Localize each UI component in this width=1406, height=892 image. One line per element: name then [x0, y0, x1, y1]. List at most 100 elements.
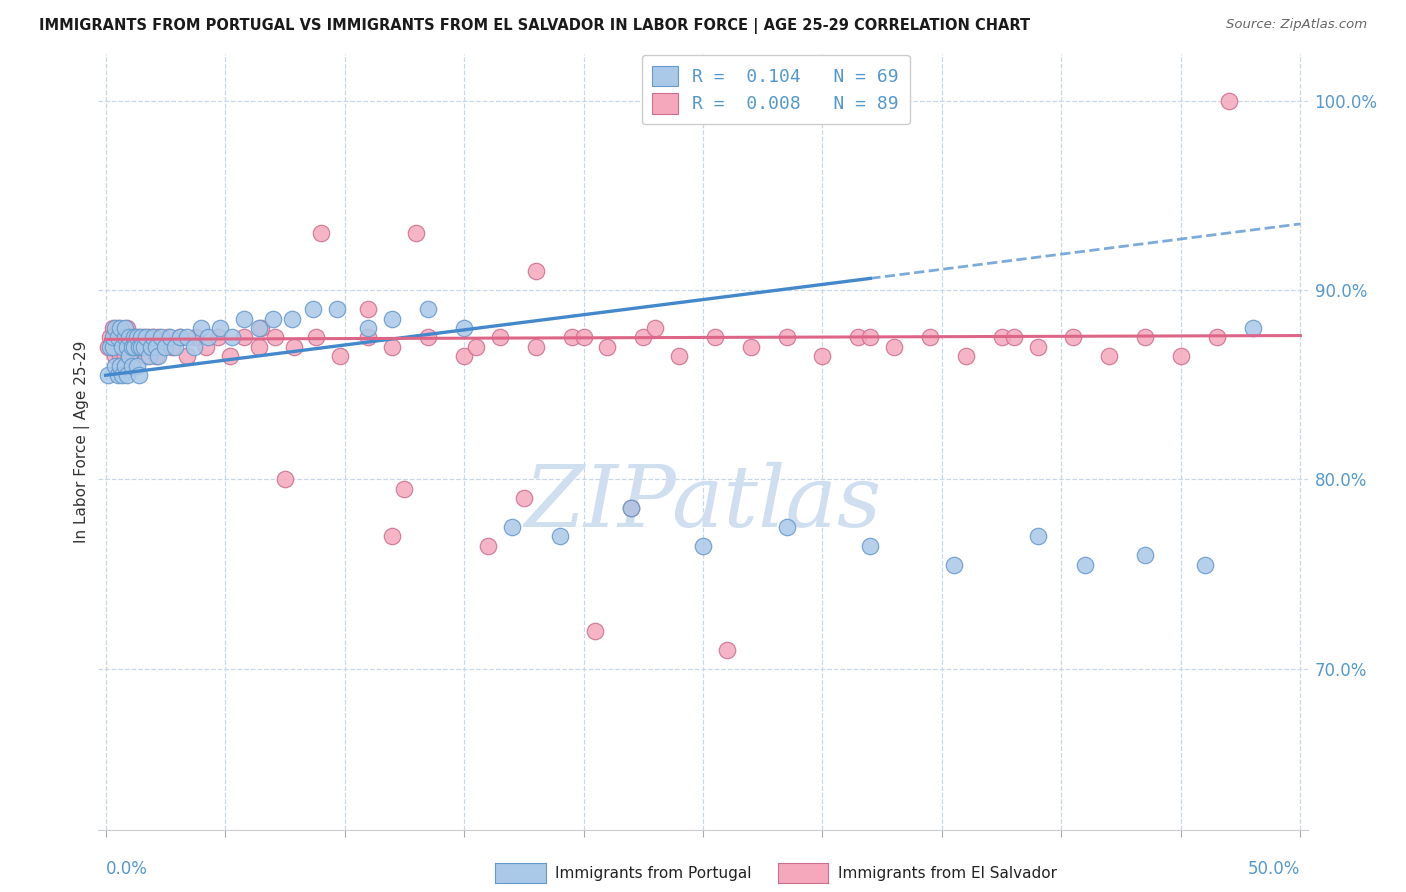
- Point: [620, 500, 643, 515]
- Point: [132, 330, 155, 344]
- Text: 0.0%: 0.0%: [105, 860, 148, 878]
- Point: [524, 340, 547, 354]
- Point: [1026, 340, 1049, 354]
- Point: [131, 340, 153, 354]
- Point: [209, 321, 232, 335]
- Point: [221, 330, 243, 344]
- Point: [309, 227, 332, 241]
- Point: [1026, 529, 1049, 543]
- Point: [668, 350, 690, 364]
- Point: [453, 321, 475, 335]
- Point: [101, 340, 124, 354]
- Point: [585, 624, 607, 638]
- Point: [513, 491, 536, 506]
- Point: [118, 350, 141, 364]
- Point: [128, 330, 150, 344]
- Point: [132, 340, 155, 354]
- Point: [418, 330, 440, 344]
- Point: [233, 330, 256, 344]
- Point: [111, 340, 134, 354]
- Point: [703, 330, 725, 344]
- Point: [381, 311, 404, 326]
- Point: [121, 340, 143, 354]
- Point: [107, 368, 129, 383]
- Point: [859, 330, 882, 344]
- Point: [194, 340, 217, 354]
- Point: [122, 330, 145, 344]
- Point: [381, 340, 404, 354]
- Point: [207, 330, 229, 344]
- Point: [775, 330, 797, 344]
- Point: [197, 330, 219, 344]
- Point: [918, 330, 941, 344]
- Point: [146, 350, 169, 364]
- Point: [716, 642, 738, 657]
- Point: [501, 519, 523, 533]
- Point: [186, 330, 208, 344]
- Point: [97, 340, 120, 354]
- Point: [159, 330, 181, 344]
- Point: [859, 539, 882, 553]
- Point: [305, 330, 328, 344]
- Point: [357, 321, 380, 335]
- Point: [883, 340, 905, 354]
- Point: [108, 350, 131, 364]
- Point: [138, 330, 160, 344]
- Point: [115, 340, 138, 354]
- Point: [118, 350, 141, 364]
- Point: [108, 321, 131, 335]
- Point: [163, 340, 186, 354]
- Point: [620, 500, 643, 515]
- Text: Source: ZipAtlas.com: Source: ZipAtlas.com: [1226, 18, 1367, 31]
- Point: [139, 340, 162, 354]
- Point: [247, 321, 270, 335]
- Point: [302, 301, 325, 316]
- Point: [218, 350, 240, 364]
- Point: [274, 472, 297, 486]
- Point: [122, 340, 145, 354]
- Point: [477, 539, 499, 553]
- Point: [405, 227, 427, 241]
- Point: [176, 350, 198, 364]
- Point: [329, 350, 352, 364]
- Point: [1002, 330, 1025, 344]
- Point: [381, 529, 404, 543]
- Point: [155, 340, 177, 354]
- Point: [107, 340, 129, 354]
- Point: [101, 321, 124, 335]
- Point: [233, 311, 256, 326]
- Point: [775, 519, 797, 533]
- Point: [548, 529, 571, 543]
- Point: [250, 321, 273, 335]
- Point: [98, 340, 121, 354]
- Point: [146, 330, 169, 344]
- Point: [104, 359, 127, 373]
- Point: [1205, 330, 1227, 344]
- Text: 50.0%: 50.0%: [1249, 860, 1301, 878]
- Point: [1098, 350, 1121, 364]
- Point: [135, 350, 157, 364]
- Point: [108, 359, 131, 373]
- Point: [128, 340, 150, 354]
- Point: [108, 330, 131, 344]
- Point: [1170, 350, 1192, 364]
- Text: IMMIGRANTS FROM PORTUGAL VS IMMIGRANTS FROM EL SALVADOR IN LABOR FORCE | AGE 25-: IMMIGRANTS FROM PORTUGAL VS IMMIGRANTS F…: [39, 18, 1031, 34]
- Point: [990, 330, 1012, 344]
- Point: [131, 340, 153, 354]
- Point: [145, 350, 167, 364]
- Point: [846, 330, 869, 344]
- Point: [104, 321, 127, 335]
- Point: [283, 340, 305, 354]
- Point: [135, 330, 157, 344]
- Point: [121, 359, 143, 373]
- Point: [572, 330, 595, 344]
- Point: [142, 330, 165, 344]
- Point: [190, 321, 212, 335]
- Point: [811, 350, 834, 364]
- Point: [115, 368, 138, 383]
- Point: [125, 340, 148, 354]
- Point: [1074, 558, 1097, 572]
- Point: [111, 330, 134, 344]
- Point: [101, 340, 124, 354]
- Point: [111, 340, 134, 354]
